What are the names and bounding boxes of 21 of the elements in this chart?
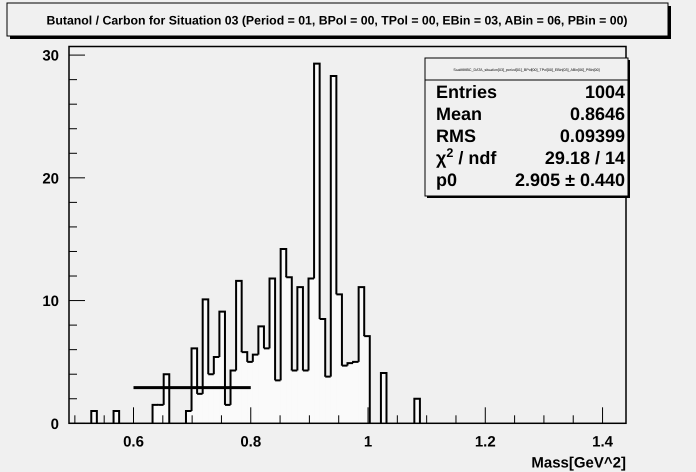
y-tick-label: 20 xyxy=(42,170,59,188)
annotation: χ$^{2}$ / ndf xyxy=(436,146,498,168)
x-tick-label: 1 xyxy=(364,433,372,450)
y-tick-label: 0 xyxy=(50,416,59,433)
y-tick-label: 10 xyxy=(42,293,59,310)
x-tick-label: 0.6 xyxy=(123,433,144,450)
annotation: Entries xyxy=(436,82,498,102)
x-tick-label: 1.2 xyxy=(474,433,496,450)
chart-title: Butanol / Carbon for Situation 03 (Period = 01, BPol = 00, TPol = 00, EBin = 03, ABin = 06, PBin = 00) xyxy=(46,14,628,28)
annotation: Mean xyxy=(436,104,482,124)
x-tick-label: 1.4 xyxy=(592,433,614,450)
y-tick-label: 30 xyxy=(42,48,59,65)
annotation: 2.905 ± 0.440 xyxy=(515,170,625,190)
annotation: p0 xyxy=(436,170,458,190)
annotation: 0.09399 xyxy=(560,126,625,146)
annotation: RMS xyxy=(436,126,476,146)
annotation: 29.18 / 14 xyxy=(544,148,625,168)
annotation: 0.8646 xyxy=(570,104,625,124)
annotation: 1004 xyxy=(584,82,625,102)
x-tick-label: 0.8 xyxy=(240,433,262,450)
x-axis-title: Mass[GeV^2] xyxy=(531,454,626,472)
